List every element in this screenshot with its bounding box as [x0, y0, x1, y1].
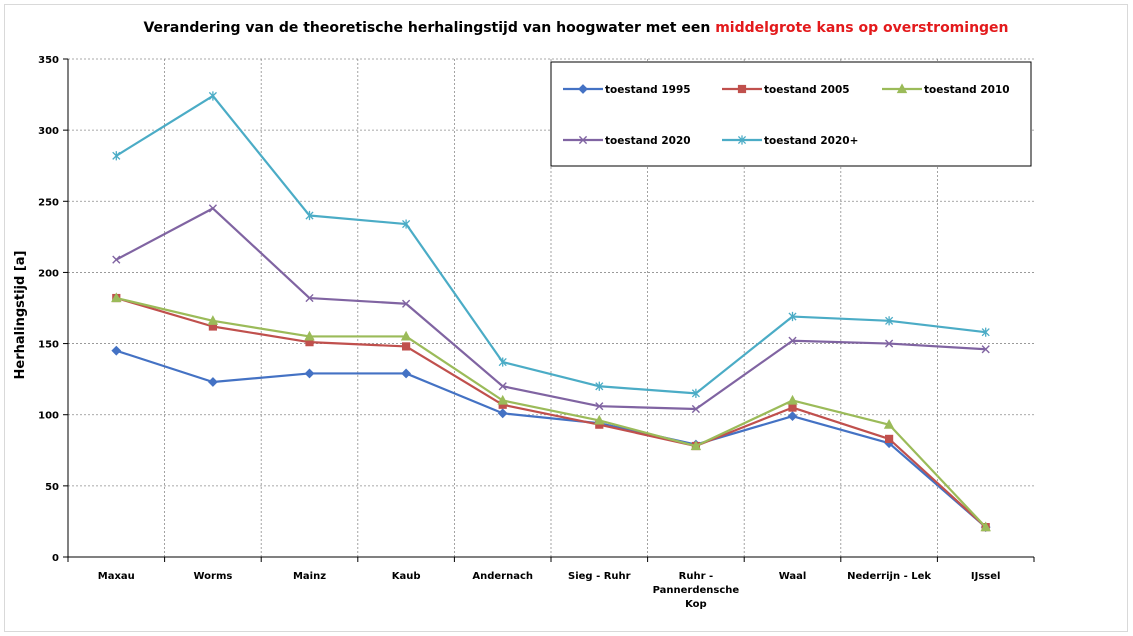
x-tick-label: Sieg - Ruhr: [568, 571, 631, 582]
point-marker: [595, 381, 604, 391]
point-marker: [497, 408, 508, 419]
point-marker: [691, 388, 700, 398]
point-marker: [208, 204, 217, 213]
x-tick-label: Kaub: [392, 571, 421, 582]
series-5: [112, 91, 990, 398]
legend-item: toestand 2010: [882, 83, 1010, 96]
series-line: [115, 207, 986, 411]
legend: toestand 1995 toestand 2005 toestand 2010 t…: [550, 61, 1032, 167]
y-tick-label: 0: [52, 553, 59, 564]
point-marker: [402, 342, 411, 351]
x-tick-label: Ruhr -Pannerdensche Kop: [653, 571, 740, 610]
point-marker: [112, 151, 121, 161]
point-marker: [111, 292, 122, 303]
y-tick-label: 250: [38, 197, 59, 208]
point-marker: [737, 84, 747, 94]
point-marker: [305, 210, 314, 221]
chart-title-highlight: middelgrote kans op overstromingen: [715, 20, 1009, 36]
y-tick-label: 300: [38, 126, 59, 137]
y-tick-label: 50: [45, 482, 59, 493]
legend-label: toestand 2010: [924, 84, 1010, 96]
grid-lines: [68, 58, 1034, 557]
y-tick-label: 350: [38, 55, 59, 66]
legend-label: toestand 1995: [605, 84, 691, 96]
y-tick-label: 100: [38, 411, 59, 422]
x-tick-label: Waal: [779, 571, 807, 582]
point-marker: [980, 521, 991, 532]
point-marker: [787, 411, 798, 422]
x-tick-label: IJssel: [971, 571, 1001, 582]
point-marker: [304, 368, 315, 379]
point-marker: [981, 345, 990, 354]
y-axis-label: Herhalingstijd [a]: [13, 251, 28, 380]
y-tick-label: 150: [38, 340, 59, 351]
series-line: [115, 94, 986, 395]
point-marker: [578, 135, 588, 145]
point-marker: [402, 219, 411, 229]
x-tick-label: Worms: [193, 571, 232, 582]
x-tick-label: Nederrijn - Lek: [847, 571, 931, 582]
y-tick-label: 200: [38, 268, 59, 279]
point-marker: [595, 402, 604, 411]
point-marker: [305, 293, 314, 303]
point-marker: [207, 377, 218, 387]
point-marker: [691, 404, 700, 414]
point-marker: [737, 135, 747, 145]
point-marker: [896, 83, 908, 94]
point-marker: [885, 339, 894, 348]
legend-box: [550, 61, 1032, 167]
x-tick-label: Maxau: [98, 571, 135, 582]
legend-label: toestand 2020: [605, 135, 691, 147]
x-tick-label: Mainz: [293, 571, 326, 582]
point-marker: [788, 336, 797, 345]
point-marker: [885, 316, 894, 326]
point-marker: [402, 299, 411, 308]
y-tick-labels: 0 50 100 150 200 250 300 350: [38, 55, 59, 564]
point-marker: [401, 368, 412, 379]
point-marker: [497, 394, 508, 405]
series-4: [112, 204, 990, 414]
legend-item: toestand 2005: [722, 84, 850, 96]
point-marker: [787, 394, 798, 405]
legend-label: toestand 2005: [764, 84, 850, 96]
series-line: [115, 296, 987, 528]
point-marker: [208, 91, 217, 101]
chart-title: Verandering van de theoretische herhalin…: [0, 20, 1133, 36]
series-3: [111, 292, 991, 532]
point-marker: [690, 440, 702, 451]
point-marker: [788, 403, 797, 412]
point-marker: [578, 84, 588, 94]
legend-item: toestand 1995: [563, 84, 691, 96]
series-group: [111, 91, 991, 533]
point-marker: [498, 382, 507, 391]
point-marker: [981, 327, 990, 337]
point-marker: [111, 345, 122, 356]
legend-label: toestand 2020+: [764, 135, 858, 147]
legend-item: toestand 2020: [563, 135, 691, 147]
legend-item: toestand 2020+: [722, 135, 858, 147]
x-tick-label: Andernach: [472, 571, 533, 582]
point-marker: [788, 311, 797, 322]
point-marker: [207, 315, 219, 325]
chart-title-main: Verandering van de theoretische herhalin…: [143, 20, 716, 36]
x-tick-labels: Maxau Worms Mainz Kaub Andernach Sieg - Ruhr R…: [98, 571, 1001, 610]
point-marker: [112, 255, 121, 264]
axes: [63, 58, 1035, 562]
point-marker: [594, 414, 605, 425]
point-marker: [883, 419, 895, 429]
point-marker: [498, 357, 507, 367]
point-marker: [400, 330, 412, 341]
point-marker: [304, 330, 315, 341]
series-line: [115, 349, 987, 528]
series-line: [116, 296, 987, 528]
point-marker: [885, 434, 894, 444]
